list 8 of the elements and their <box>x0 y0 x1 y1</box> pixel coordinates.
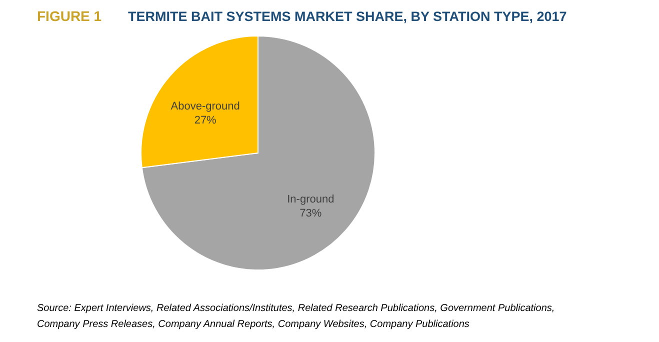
data-label: 27% <box>194 114 217 127</box>
pie-slice <box>141 36 376 270</box>
source-note: Source: Expert Interviews, Related Associations/Institutes, Related Research Publications, Government Publications, Company Press Releases, Company Annual Reports, Company Websites, Company Publications <box>37 303 555 330</box>
data-label: 73% <box>300 207 322 220</box>
slice-label: Above-ground <box>170 100 240 113</box>
chart-subtitle: TERMITE BAIT SYSTEMS MARKET SHARE, BY STATION TYPE, 2017 <box>128 9 567 24</box>
slice-label: In-ground <box>287 193 334 206</box>
chart-title: FIGURE 1 <box>37 8 102 24</box>
